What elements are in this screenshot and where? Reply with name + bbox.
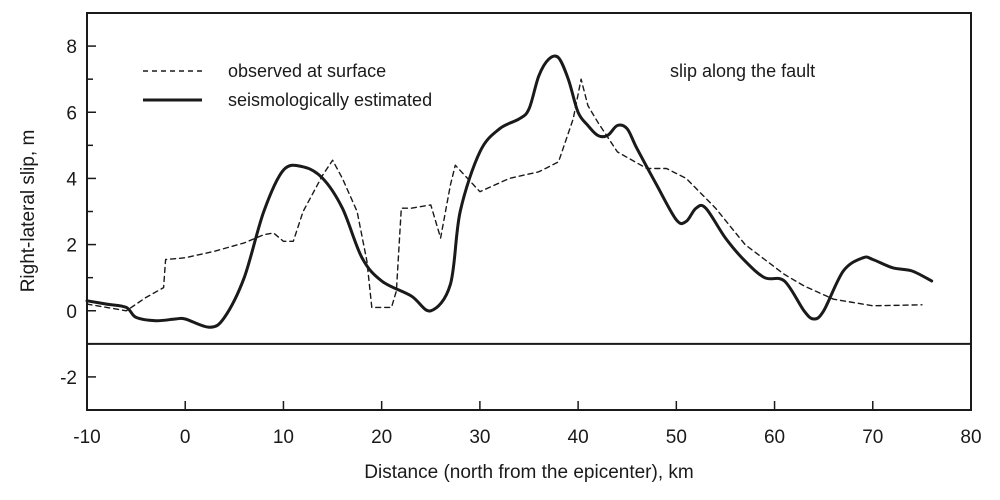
series-layer	[85, 54, 934, 329]
x-tick-label: 30	[469, 427, 490, 448]
y-tick-label: 0	[66, 302, 77, 323]
series-line-seismologically-estimated	[85, 54, 934, 329]
x-tick-label: 0	[180, 427, 191, 448]
x-tick-label: 50	[666, 427, 687, 448]
annotation-slip-along-fault: slip along the fault	[670, 61, 815, 81]
x-tick-label: 10	[273, 427, 294, 448]
y-tick-label: 2	[66, 236, 77, 257]
x-tick-label: 70	[862, 427, 883, 448]
x-tick-label: 20	[371, 427, 392, 448]
legend-label-observed: observed at surface	[228, 61, 386, 81]
plot-frame	[86, 12, 972, 411]
legend-label-seismological: seismologically estimated	[228, 90, 432, 110]
y-tick-label: 4	[66, 169, 77, 190]
y-tick-label: 8	[66, 37, 77, 58]
legend: observed at surface seismologically esti…	[143, 61, 432, 110]
y-tick-label: -2	[60, 368, 77, 389]
y-axis-label: Right-lateral slip, m	[18, 130, 39, 293]
x-tick-label: -10	[73, 427, 100, 448]
series-line-observed-at-surface	[86, 78, 923, 312]
x-axis-label: Distance (north from the epicenter), km	[364, 462, 693, 483]
axis-ticks: -10 0 10 20 30 40 50 60 70 80 -2 0 2 4 6 8	[60, 12, 982, 448]
x-tick-label: 80	[960, 427, 981, 448]
x-tick-label: 40	[568, 427, 589, 448]
y-tick-label: 6	[66, 103, 77, 124]
x-tick-label: 60	[764, 427, 785, 448]
